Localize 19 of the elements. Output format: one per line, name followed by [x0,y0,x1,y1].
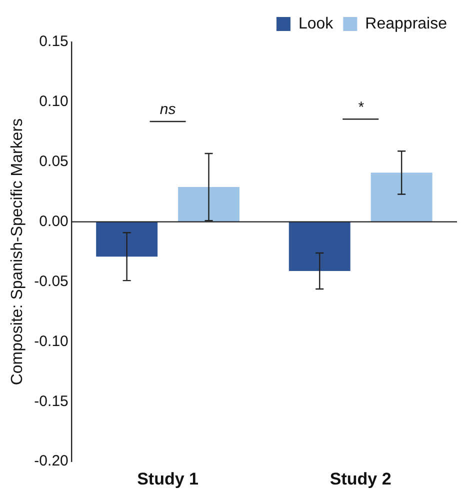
bar [96,222,158,257]
x-tick-label: Study 2 [330,469,392,488]
y-axis-title: Composite: Spanish-Specific Markers [9,118,26,386]
y-tick-label: -0.15 [34,392,68,410]
y-tick-label: 0.05 [39,153,68,170]
y-tick-label: -0.10 [34,332,68,350]
y-tick-label: -0.20 [34,452,68,470]
bar [288,222,350,271]
bar [370,172,432,222]
bar [178,187,240,222]
annotation: ns [160,101,176,118]
y-tick-label: -0.05 [34,272,68,290]
legend-label: Reappraise [365,15,448,32]
annotation: * [358,98,365,116]
y-tick-label: 0.15 [39,33,68,50]
y-tick-label: 0.10 [39,93,68,110]
x-tick-label: Study 1 [137,469,198,488]
y-tick-label: 0.00 [39,212,68,230]
legend-label: Look [298,15,334,32]
